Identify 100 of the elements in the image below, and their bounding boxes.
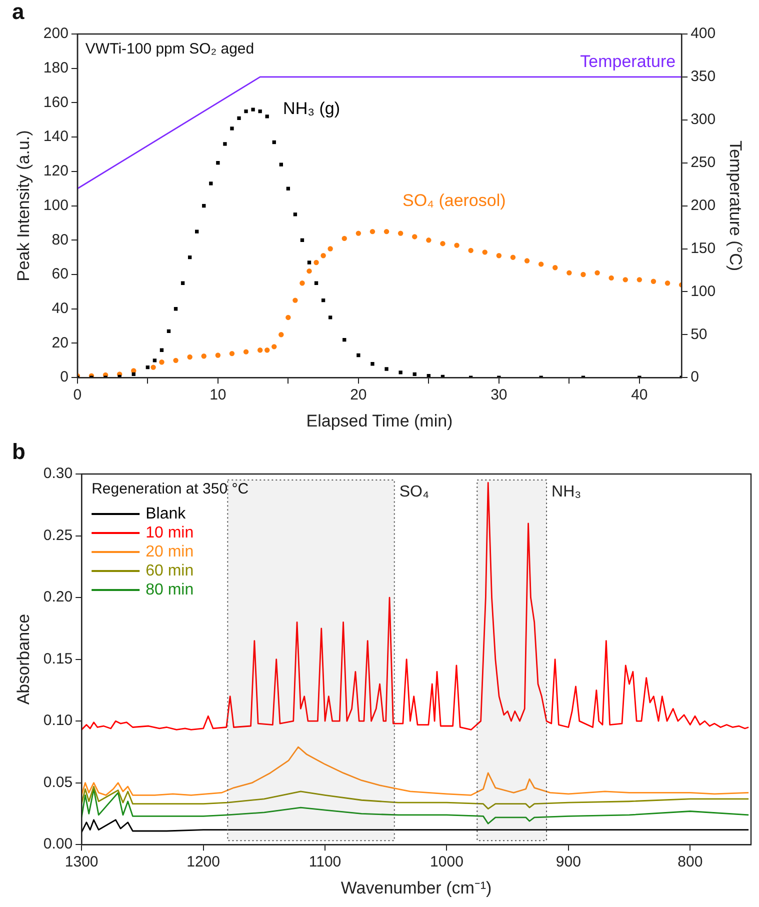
y-tick-label: 80	[52, 231, 68, 248]
y-tick-label: 0.10	[43, 712, 73, 730]
y-tick-label: 120	[43, 162, 68, 180]
series-label: Temperature	[580, 52, 676, 72]
y-tick-label: 20	[52, 334, 68, 352]
point	[636, 277, 642, 282]
point	[566, 270, 572, 276]
point	[664, 280, 670, 286]
y-axis-title: Peak Intensity (a.u.)	[14, 130, 33, 282]
point	[215, 352, 221, 358]
point	[180, 281, 185, 285]
point	[320, 253, 326, 258]
point	[279, 162, 283, 166]
point	[216, 161, 220, 165]
x-tick-label: 1100	[308, 854, 342, 871]
y-tick-label: 140	[43, 128, 68, 146]
y-tick-label: 180	[43, 60, 68, 76]
legend-label: 20 min	[146, 543, 194, 560]
y2-tick-label: 50	[690, 326, 708, 343]
band-label: NH₃	[552, 483, 582, 500]
point	[159, 360, 164, 365]
point	[278, 332, 284, 338]
x-tick-label: 10	[210, 386, 226, 404]
point	[650, 278, 656, 284]
point	[173, 358, 178, 364]
point	[454, 242, 460, 248]
point	[510, 254, 516, 260]
point	[244, 109, 248, 114]
point	[166, 329, 171, 334]
y-tick-label: 0.25	[43, 526, 73, 544]
point	[251, 108, 255, 112]
band-label: SO₄	[399, 483, 430, 500]
y-axis-title: Absorbance	[14, 614, 33, 705]
y2-tick-label: 400	[690, 25, 716, 42]
y-tick-label: 100	[43, 196, 68, 214]
point	[257, 348, 263, 353]
y2-tick-label: 150	[690, 240, 716, 257]
point	[622, 277, 628, 282]
y-tick-label: 0.30	[43, 465, 73, 482]
point	[187, 354, 192, 360]
y-tick-label: 60	[52, 266, 68, 283]
legend-label: 60 min	[146, 562, 194, 580]
point	[538, 262, 544, 267]
point	[482, 250, 488, 255]
point	[524, 258, 530, 264]
y2-axis-title: Temperature (°C)	[726, 140, 746, 272]
x-tick-label: 20	[350, 386, 367, 404]
point	[426, 238, 432, 243]
point	[188, 256, 192, 260]
point	[594, 270, 600, 276]
y-tick-label: 0.15	[43, 650, 73, 668]
text: a	[12, 0, 25, 24]
point	[152, 358, 157, 362]
point	[356, 353, 360, 358]
x-tick-label: 1000	[430, 854, 464, 871]
point	[223, 142, 227, 146]
point	[150, 364, 156, 370]
point	[202, 204, 206, 208]
point	[146, 365, 150, 370]
y2-tick-label: 300	[690, 111, 716, 128]
point	[265, 114, 269, 118]
series-label: NH₃ (g)	[283, 98, 340, 118]
y-tick-label: 40	[52, 300, 68, 318]
y-tick-label: 160	[43, 94, 68, 111]
point	[286, 314, 291, 320]
point	[328, 316, 332, 320]
y-tick-label: 0.00	[43, 836, 73, 853]
point	[321, 298, 326, 302]
point	[468, 248, 474, 254]
point	[286, 186, 290, 190]
text: b	[12, 439, 26, 464]
point	[440, 240, 446, 246]
point	[201, 354, 206, 359]
y-tick-label: 200	[43, 25, 68, 42]
point	[384, 367, 388, 371]
x-axis-title: Elapsed Time (min)	[306, 411, 453, 430]
legend-title: Regeneration at 350 °C	[92, 480, 249, 498]
point	[328, 246, 333, 252]
y2-tick-label: 200	[690, 196, 716, 214]
point	[608, 275, 614, 281]
point	[195, 230, 199, 234]
point	[258, 109, 262, 114]
y2-tick-label: 250	[690, 154, 716, 171]
point	[174, 307, 178, 311]
x-axis-title: Wavenumber (cm⁻¹)	[340, 878, 492, 898]
legend-label: Blank	[146, 505, 187, 522]
point	[300, 280, 305, 286]
point	[272, 140, 276, 144]
point	[300, 238, 304, 242]
point	[398, 370, 402, 374]
point	[398, 230, 404, 236]
y2-tick-label: 350	[690, 68, 716, 86]
x-tick-label: 1300	[64, 854, 98, 871]
point	[314, 260, 319, 266]
x-tick-label: 900	[556, 854, 581, 871]
point	[370, 228, 376, 234]
x-tick-label: 30	[490, 386, 508, 404]
y2-tick-label: 100	[690, 282, 716, 300]
point	[342, 338, 346, 342]
y2-tick-label: 0	[690, 368, 699, 386]
